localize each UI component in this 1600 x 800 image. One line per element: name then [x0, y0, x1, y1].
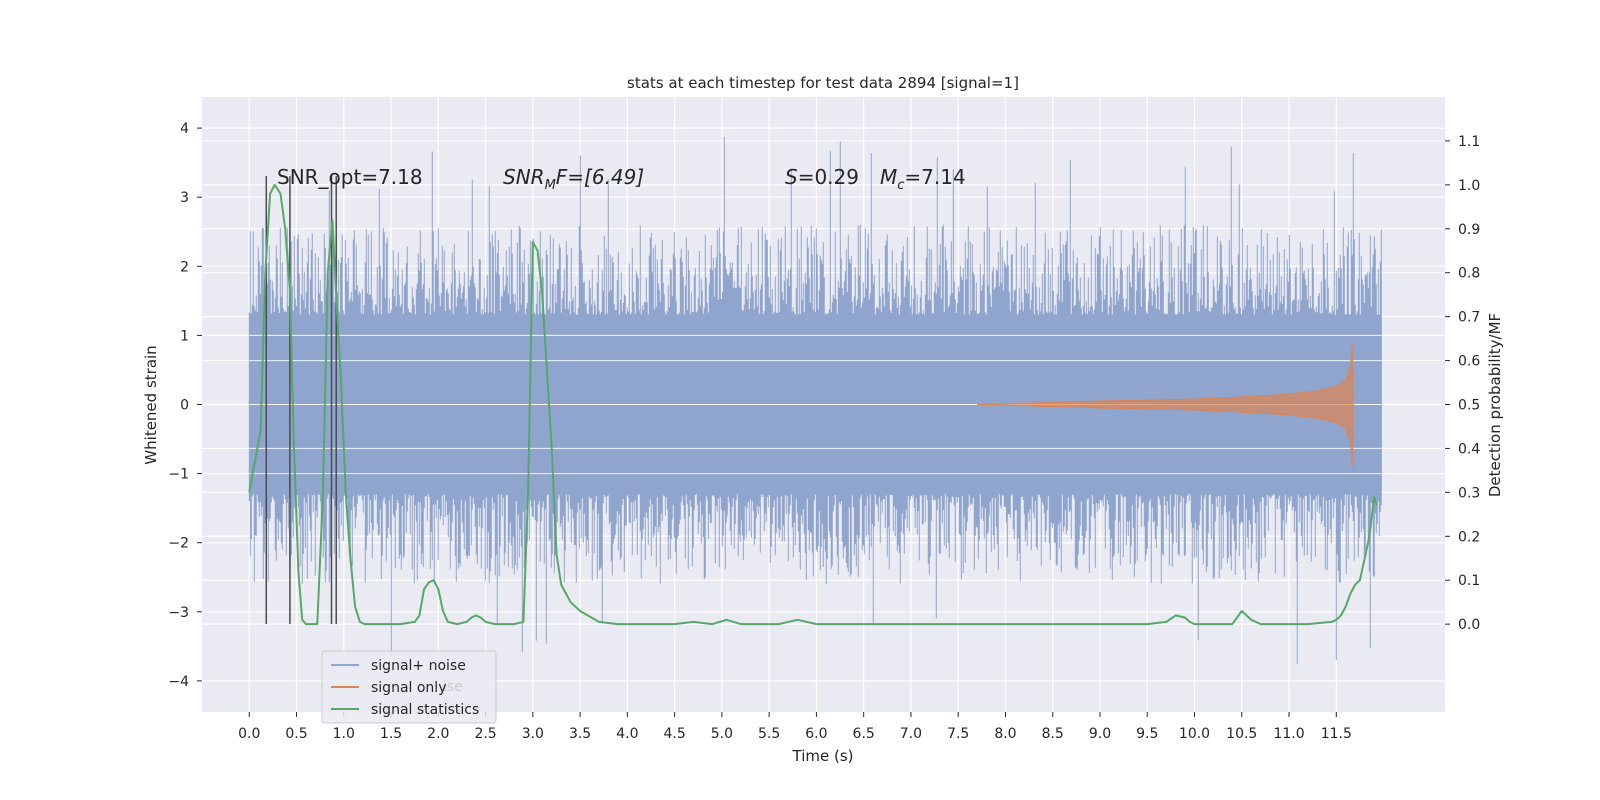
x-tick-label: 1.5 [380, 726, 402, 742]
x-tick-label: 0.0 [238, 726, 260, 742]
x-tick-label: 4.5 [663, 726, 685, 742]
s-label: S [785, 165, 798, 189]
right-tick-label: 0.5 [1458, 398, 1480, 414]
right-y-axis: 1.1 1.0 0.9 0.8 0.7 0.6 0.5 0.4 0.3 0.2 0.1 0.0 [1445, 134, 1480, 633]
snr-mf-base: SNR [503, 165, 545, 189]
x-tick-label: 6.5 [853, 726, 875, 742]
annotation-snr-mf: SNRMF=[6.49] [503, 165, 644, 193]
x-tick-label: 5.5 [758, 726, 780, 742]
signal-statistics-line [248, 183, 1378, 626]
series-signal-statistics [248, 183, 1378, 626]
signal-only-envelope [977, 342, 1354, 467]
x-tick-label: 3.5 [569, 726, 591, 742]
x-tick-label: 11.0 [1273, 726, 1304, 742]
left-tick-label: −1 [168, 467, 189, 483]
right-y-axis-label: Detection probability/MF [1486, 313, 1504, 497]
series-signal-only [977, 342, 1354, 467]
snr-mf-sub: M [545, 178, 556, 193]
right-tick-label: 0.6 [1458, 354, 1480, 370]
x-tick-label: 9.0 [1089, 726, 1111, 742]
mc-label: M [880, 165, 897, 189]
x-tick-label: 7.5 [947, 726, 969, 742]
mc-sub: c [897, 178, 904, 193]
x-axis-label: Time (s) [792, 747, 854, 765]
right-tick-label: 0.3 [1458, 485, 1480, 501]
right-tick-label: 0.9 [1458, 222, 1480, 238]
s-value: =0.29 [798, 165, 859, 189]
chart-title: stats at each timestep for test data 289… [627, 74, 1019, 92]
left-tick-label: −3 [168, 605, 189, 621]
x-tick-label: 10.0 [1179, 726, 1210, 742]
x-tick-label: 1.0 [333, 726, 355, 742]
x-tick-label: 11.5 [1321, 726, 1352, 742]
legend: ise signal+ noise signal only signal sta… [321, 650, 497, 724]
x-tick-label: 0.5 [285, 726, 307, 742]
x-tick-label: 10.5 [1226, 726, 1257, 742]
left-y-axis: 4 3 2 1 0 −1 −2 −3 −4 [168, 121, 202, 690]
legend-box [321, 650, 497, 724]
right-tick-label: 1.0 [1458, 178, 1480, 194]
x-tick-label: 3.0 [522, 726, 544, 742]
left-y-axis-label: Whitened strain [142, 345, 160, 464]
x-tick-label: 6.0 [805, 726, 827, 742]
legend-label-signal-only: signal only [371, 680, 446, 696]
x-tick-label: 2.5 [474, 726, 496, 742]
x-tick-label: 7.0 [900, 726, 922, 742]
left-tick-label: 1 [180, 328, 189, 344]
x-tick-label: 2.0 [427, 726, 449, 742]
right-tick-label: 0.2 [1458, 529, 1480, 545]
left-tick-label: 4 [180, 121, 189, 137]
legend-label-signal-plus-noise: signal+ noise [371, 658, 466, 674]
x-tick-label: 9.5 [1136, 726, 1158, 742]
vertical-markers [265, 176, 337, 625]
left-tick-label: 0 [180, 398, 189, 414]
x-axis: 0.0 0.5 1.0 1.5 2.0 2.5 3.0 3.5 4.0 4.5 5.0 5.5 6.0 6… [238, 712, 1352, 742]
legend-label-signal-statistics: signal statistics [371, 702, 479, 718]
snr-mf-tail: F=[6.49] [556, 165, 644, 189]
left-tick-label: −4 [168, 674, 189, 690]
left-tick-label: 3 [180, 190, 189, 206]
legend-ghost-text: ise [443, 679, 463, 695]
x-tick-label: 8.5 [1042, 726, 1064, 742]
right-tick-label: 0.1 [1458, 573, 1480, 589]
right-tick-label: 0.0 [1458, 617, 1480, 633]
right-tick-label: 0.7 [1458, 310, 1480, 326]
annotation-s: S=0.29 [785, 165, 859, 189]
left-tick-label: −2 [168, 536, 189, 552]
mc-value: =7.14 [904, 165, 965, 189]
right-tick-label: 1.1 [1458, 134, 1480, 150]
x-tick-label: 8.0 [994, 726, 1016, 742]
right-tick-label: 0.8 [1458, 266, 1480, 282]
x-tick-label: 4.0 [616, 726, 638, 742]
annotation-mc: Mc=7.14 [880, 165, 966, 193]
right-tick-label: 0.4 [1458, 441, 1480, 457]
annotation-snr-opt: SNR_opt=7.18 [277, 165, 423, 189]
left-tick-label: 2 [180, 259, 189, 275]
x-tick-label: 5.0 [711, 726, 733, 742]
